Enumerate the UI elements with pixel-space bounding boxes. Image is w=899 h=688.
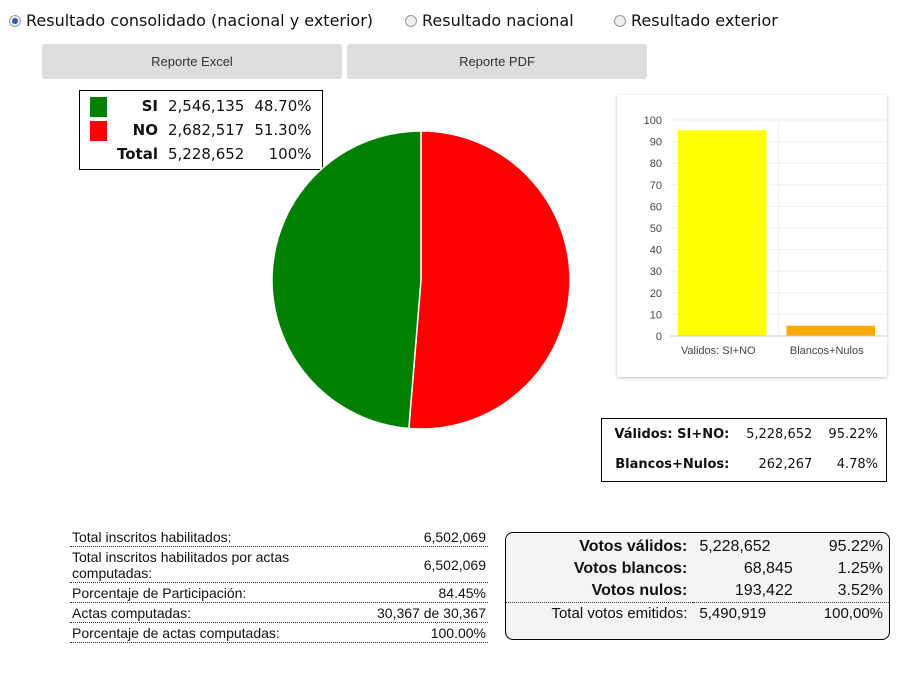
legend-row-no: NO 2,682,517 51.30%	[86, 119, 316, 141]
excel-report-button[interactable]: Reporte Excel	[42, 44, 342, 79]
radio-icon	[405, 14, 417, 27]
y-tick-label: 10	[650, 309, 662, 321]
y-tick-label: 50	[650, 223, 662, 235]
radio-nacional[interactable]: Resultado nacional	[405, 11, 574, 30]
stat-row: Porcentaje de actas computadas: 100.00%	[70, 625, 488, 643]
y-tick-label: 90	[650, 137, 662, 149]
y-tick-label: 60	[650, 201, 662, 213]
bar[interactable]	[678, 130, 767, 336]
bar-chart: 0 10 20 30 40 50 60 70 80 90 100 Validos: SI+NO Blan…	[644, 115, 888, 357]
stat-row: Total inscritos habilitados: 6,502,069	[70, 529, 488, 547]
radio-icon	[614, 14, 626, 27]
legend-row-total: Total 5,228,652 100%	[117, 145, 312, 163]
y-tick-label: 100	[644, 115, 662, 127]
pie-slice-no[interactable]	[408, 130, 571, 430]
stat-row: Actas computadas: 30,367 de 30,367	[70, 605, 488, 623]
valid-blank-box: Válidos: SI+NO: 5,228,652 95.22% Blancos+N…	[601, 418, 887, 482]
y-tick-label: 30	[650, 266, 662, 278]
pie-slice-si[interactable]	[271, 130, 422, 430]
legend-row-si: SI 2,546,135 48.70%	[86, 95, 316, 117]
stat-row: Porcentaje de Participación: 84.45%	[70, 585, 488, 603]
si-swatch	[90, 96, 107, 117]
bar-chart-panel: 0 10 20 30 40 50 60 70 80 90 100 Validos: SI+NO Blan…	[617, 95, 888, 377]
radio-consolidado[interactable]: Resultado consolidado (nacional y exteri…	[9, 11, 373, 30]
bar[interactable]	[786, 325, 876, 336]
y-tick-label: 80	[650, 158, 662, 170]
x-tick-label: Blancos+Nulos	[790, 345, 864, 357]
pie-chart	[271, 130, 571, 430]
radio-icon	[9, 14, 21, 27]
y-tick-label: 20	[650, 288, 662, 300]
y-tick-label: 0	[656, 331, 662, 343]
no-swatch	[90, 120, 107, 141]
stat-row: Total inscritos habilitados por actas co…	[70, 549, 488, 583]
votes-summary: Votos válidos: 5,228,652 95.22% Votos blan…	[505, 532, 890, 640]
radio-exterior[interactable]: Resultado exterior	[614, 11, 778, 30]
y-tick-label: 40	[650, 245, 662, 257]
stats-list: Total inscritos habilitados: 6,502,069 To…	[70, 527, 488, 643]
pdf-report-button[interactable]: Reporte PDF	[347, 44, 647, 79]
x-tick-label: Validos: SI+NO	[681, 345, 756, 357]
pie-legend: SI 2,546,135 48.70% NO 2,682,517 51.30% Tota…	[79, 90, 323, 170]
y-tick-label: 70	[650, 180, 662, 192]
